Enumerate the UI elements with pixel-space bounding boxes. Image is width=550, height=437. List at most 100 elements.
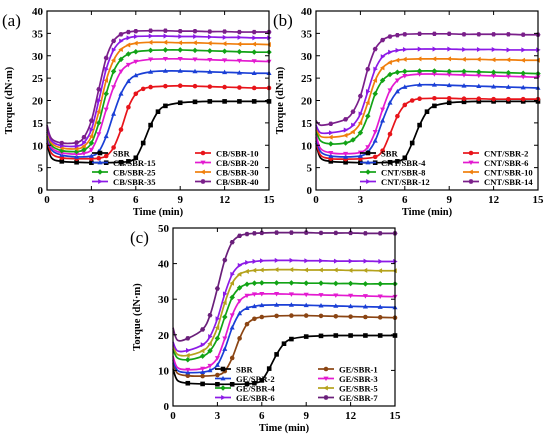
data-point-ge-sbr-1 <box>237 336 242 341</box>
data-point-cnt-sbr-4 <box>343 154 349 159</box>
legend-item-cb-sbr-40: CB/SBR-40 <box>195 177 259 187</box>
data-point-ge-sbr-1 <box>363 314 368 320</box>
data-point-ge-sbr-4 <box>207 348 213 354</box>
data-point-sbr <box>417 122 422 128</box>
data-point-sbr <box>281 341 287 346</box>
data-point-sbr <box>177 100 183 106</box>
data-point-ge-sbr-4 <box>303 280 309 286</box>
data-point-cnt-sbr-4 <box>417 82 423 87</box>
data-point-sbr <box>155 109 161 114</box>
data-point-cb-sbr-35 <box>207 34 213 40</box>
data-point-cb-sbr-10 <box>103 153 109 159</box>
data-point-ge-sbr-6 <box>185 347 191 353</box>
data-point-cb-sbr-30 <box>81 143 86 149</box>
data-point-ge-sbr-2 <box>214 362 220 367</box>
data-point-ge-sbr-1 <box>274 313 279 319</box>
data-point-cb-sbr-10 <box>148 84 153 90</box>
legend-label: SBR <box>381 148 399 158</box>
data-point-ge-sbr-1 <box>289 313 294 318</box>
data-point-ge-sbr-5 <box>288 267 294 273</box>
data-point-cb-sbr-40 <box>74 140 80 145</box>
y-tick-label: 30 <box>158 294 170 306</box>
data-point-ge-sbr-4 <box>199 353 206 359</box>
data-point-cnt-sbr-12 <box>476 46 482 53</box>
legend-item-cb-sbr-30: CB/SBR-30 <box>195 167 259 177</box>
data-point-ge-sbr-4 <box>214 335 221 342</box>
data-point-cb-sbr-25 <box>81 146 87 153</box>
data-point-ge-sbr-6 <box>208 334 213 340</box>
data-point-cnt-sbr-8 <box>431 68 438 74</box>
data-point-cnt-sbr-10 <box>372 77 378 83</box>
x-tick-label: 12 <box>345 410 357 422</box>
data-point-cb-sbr-10 <box>251 85 257 91</box>
data-point-cb-sbr-35 <box>222 34 228 40</box>
data-point-cb-sbr-40 <box>192 28 198 34</box>
data-point-cnt-sbr-8 <box>328 141 334 147</box>
data-point-ge-sbr-7 <box>244 231 250 237</box>
data-point-cb-sbr-30 <box>96 109 101 115</box>
data-point-ge-sbr-3 <box>377 294 383 299</box>
legend-label: GE/SBR-3 <box>339 374 378 384</box>
data-point-ge-sbr-1 <box>252 316 257 322</box>
data-point-ge-sbr-1 <box>229 355 235 361</box>
data-point-ge-sbr-1 <box>259 314 265 320</box>
data-point-cnt-sbr-6 <box>343 151 349 157</box>
data-point-ge-sbr-6 <box>200 342 206 348</box>
data-point-ge-sbr-5 <box>244 268 249 274</box>
data-point-ge-sbr-3 <box>348 293 354 299</box>
data-point-cnt-sbr-14 <box>417 31 423 37</box>
data-point-cnt-sbr-14 <box>476 32 482 37</box>
data-point-sbr <box>163 103 168 109</box>
legend-label: CB/SBR-10 <box>216 148 259 158</box>
data-point-sbr <box>348 333 353 338</box>
data-point-sbr <box>74 159 79 165</box>
data-point-ge-sbr-7 <box>222 257 228 263</box>
data-point-cb-sbr-20 <box>207 57 213 63</box>
data-point-cnt-sbr-8 <box>372 91 378 97</box>
data-point-ge-sbr-2 <box>348 303 354 309</box>
data-point-sbr <box>244 381 250 387</box>
data-point-ge-sbr-7 <box>303 230 309 235</box>
data-point-cnt-sbr-10 <box>461 56 466 62</box>
data-point-cnt-sbr-10 <box>402 56 407 62</box>
data-point-cnt-sbr-6 <box>380 107 386 113</box>
data-point-cb-sbr-30 <box>192 40 197 46</box>
x-tick-label: 12 <box>488 194 500 206</box>
data-point-cb-sbr-20 <box>222 58 228 63</box>
data-point-cb-sbr-35 <box>104 66 109 72</box>
data-point-cb-sbr-35 <box>119 38 124 44</box>
data-point-cb-sbr-10 <box>140 86 146 92</box>
legend-label: CB/SBR-15 <box>113 158 156 168</box>
data-point-sbr <box>126 159 131 164</box>
y-tick-label: 40 <box>301 6 313 18</box>
data-point-cb-sbr-20 <box>133 59 139 65</box>
data-point-ge-sbr-6 <box>237 262 243 268</box>
data-point-sbr <box>118 159 124 165</box>
data-point-ge-sbr-5 <box>199 348 205 354</box>
legend-swatch-marker <box>220 366 226 372</box>
legend-item-ge-sbr-2: GE/SBR-2 <box>215 374 275 384</box>
data-point-cnt-sbr-10 <box>416 56 422 62</box>
data-point-sbr <box>215 381 220 387</box>
legend-label: SBR <box>236 364 254 374</box>
data-point-ge-sbr-4 <box>229 294 235 301</box>
data-point-cb-sbr-10 <box>177 83 183 89</box>
data-point-cnt-sbr-14 <box>343 117 349 122</box>
data-point-ge-sbr-7 <box>274 230 280 235</box>
data-point-sbr <box>387 159 393 165</box>
panel-label: (a) <box>2 11 21 30</box>
data-point-ge-sbr-7 <box>185 336 191 341</box>
data-point-sbr <box>192 99 198 105</box>
data-point-cnt-sbr-10 <box>379 65 385 71</box>
data-point-cnt-sbr-10 <box>431 56 437 62</box>
data-point-cb-sbr-25 <box>177 47 183 53</box>
data-point-cnt-sbr-4 <box>387 100 393 105</box>
data-point-cb-sbr-25 <box>118 56 124 63</box>
data-point-sbr <box>303 334 309 339</box>
data-point-cnt-sbr-10 <box>505 57 511 63</box>
data-point-ge-sbr-3 <box>200 366 206 372</box>
legend-swatch-marker <box>220 375 226 381</box>
data-point-cnt-sbr-12 <box>358 111 364 117</box>
data-point-cb-sbr-10 <box>126 104 131 110</box>
